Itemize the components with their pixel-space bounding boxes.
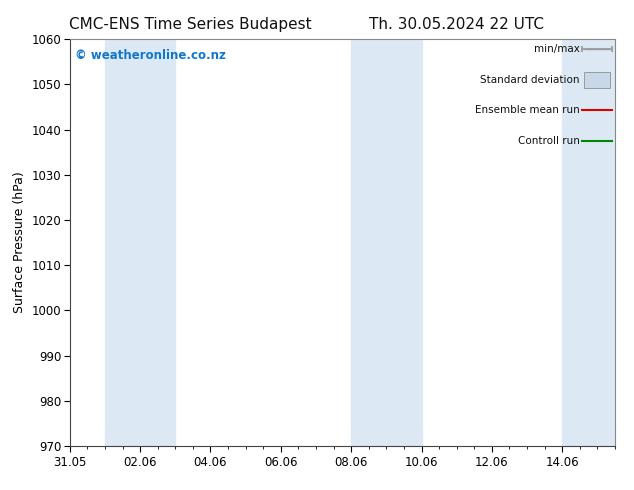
FancyBboxPatch shape bbox=[584, 72, 609, 88]
Y-axis label: Surface Pressure (hPa): Surface Pressure (hPa) bbox=[13, 172, 26, 314]
Text: Ensemble mean run: Ensemble mean run bbox=[475, 105, 579, 115]
Text: Controll run: Controll run bbox=[518, 136, 579, 146]
Bar bbox=[562, 39, 615, 446]
Text: Standard deviation: Standard deviation bbox=[480, 75, 579, 85]
Text: CMC-ENS Time Series Budapest: CMC-ENS Time Series Budapest bbox=[69, 17, 311, 32]
Text: min/max: min/max bbox=[534, 45, 579, 54]
Text: Th. 30.05.2024 22 UTC: Th. 30.05.2024 22 UTC bbox=[369, 17, 544, 32]
Bar bbox=[105, 39, 175, 446]
Text: © weatheronline.co.nz: © weatheronline.co.nz bbox=[75, 49, 226, 62]
Bar bbox=[351, 39, 422, 446]
